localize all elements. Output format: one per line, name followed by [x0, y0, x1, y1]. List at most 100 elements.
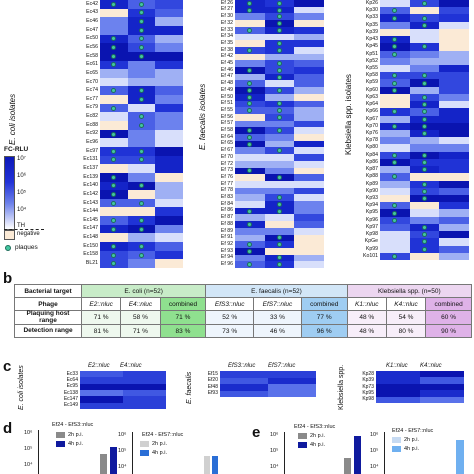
- heatmap-cell: [127, 164, 156, 174]
- d-legend-2h-swatch: [56, 432, 65, 438]
- plaque-marker: [422, 246, 427, 252]
- row-label: Kp88: [365, 173, 378, 180]
- heatmap-cell: [294, 73, 325, 81]
- row-label: Kp33: [365, 14, 378, 21]
- plaque-marker: [422, 44, 427, 50]
- table-cell: 58 %: [120, 310, 161, 325]
- plaque-marker: [277, 195, 282, 201]
- plaque-marker: [392, 152, 398, 158]
- e2-ytick-3: 10⁴: [370, 464, 379, 470]
- row-label: Ec140: [83, 182, 98, 189]
- row-label: Kp96: [365, 216, 378, 223]
- plaque-marker: [277, 242, 282, 248]
- row-label: Ec142: [83, 190, 98, 197]
- heatmap-cell: [439, 180, 470, 189]
- plaque-marker: [111, 1, 117, 7]
- heatmap-cell: [439, 137, 470, 145]
- plaque-marker: [247, 81, 253, 87]
- heatmap-cell: [235, 254, 265, 262]
- plaque-marker: [247, 101, 253, 107]
- plaque-marker: [247, 168, 253, 174]
- row-label: Ec77: [86, 95, 98, 102]
- heatmap-cell: [264, 80, 295, 88]
- row-label: Kp70: [365, 122, 378, 129]
- heatmap-cell: [235, 73, 265, 81]
- plaque-marker: [422, 188, 427, 194]
- heatmap-cell: [155, 51, 184, 61]
- plaque-marker: [277, 208, 282, 214]
- e2-bar-4h: [456, 440, 464, 474]
- row-label: Ef 92: [220, 240, 233, 247]
- plaque-marker: [422, 181, 427, 187]
- row-label: Kp87: [365, 166, 378, 173]
- plaque-marker: [392, 51, 398, 57]
- heatmap-cell: [439, 43, 470, 51]
- plaque-marker: [139, 217, 144, 223]
- plaque-marker: [422, 131, 427, 137]
- heatmap-cell: [235, 214, 265, 222]
- plaque-marker: [422, 232, 427, 238]
- e2-legend-4h-swatch: [392, 446, 401, 452]
- row-label: Kp84: [365, 151, 378, 158]
- heatmap-cell: [439, 144, 470, 152]
- heatmap-cell: [127, 69, 156, 79]
- heatmap-cell: [100, 95, 128, 105]
- heatmap-cell: [294, 127, 325, 135]
- e-ytick-3: 10⁴: [270, 464, 279, 470]
- d-bar-4h: [110, 447, 117, 474]
- heatmap-cell: [155, 216, 184, 226]
- plaque-marker: [111, 148, 117, 154]
- heatmap-cell: [376, 390, 421, 397]
- heatmap-cell: [380, 180, 410, 189]
- row-label: Kp51: [365, 50, 378, 57]
- plaquing-label: Plaquing host range: [14, 310, 82, 325]
- plaque-marker: [422, 73, 427, 79]
- heatmap-cell: [439, 166, 470, 174]
- heatmap-cell: [123, 377, 167, 384]
- heatmap-cell: [409, 36, 440, 44]
- heatmap-cell: [294, 0, 325, 7]
- heatmap-cell: [155, 69, 184, 79]
- row-label: Ef 51: [220, 100, 233, 107]
- heatmap-cell: [127, 60, 156, 70]
- row-label: Ec150: [83, 242, 98, 249]
- row-label: Ef 70: [220, 153, 233, 160]
- heatmap-cell: [376, 396, 421, 404]
- plaque-marker: [392, 253, 398, 259]
- plaque-marker: [111, 36, 117, 42]
- row-label: Ec145: [83, 216, 98, 223]
- heatmap-cell: [155, 86, 184, 96]
- plaque-marker: [392, 174, 398, 180]
- row-label: Ec88: [86, 121, 98, 128]
- fc-rlu-legend: FC-RLU 10⁷ 10⁶ 10⁵ 10⁴ TH negative plaqu…: [4, 146, 64, 266]
- heatmap-cell: [235, 147, 265, 155]
- heatmap-cell: [294, 113, 325, 121]
- row-label: Kp97: [365, 223, 378, 230]
- row-label: Kp98: [365, 231, 378, 238]
- plaque-marker: [392, 217, 398, 223]
- row-label: Ef 38: [220, 46, 233, 53]
- heatmap-cell: [380, 137, 410, 145]
- heatmap-cell: [100, 112, 128, 122]
- heatmap-cell: [220, 371, 269, 378]
- d2-ytick-1: 10⁶: [118, 432, 127, 438]
- heatmap-cell: [294, 40, 325, 48]
- row-label: Ec56: [86, 43, 98, 50]
- heatmap-cell: [155, 138, 184, 148]
- row-label: Ec149: [63, 402, 78, 409]
- plaque-marker: [392, 15, 398, 21]
- row-label: Ec143: [83, 199, 98, 206]
- heatmap-cell: [235, 13, 265, 21]
- plaque-marker: [247, 94, 253, 100]
- row-label: Ef 26: [220, 0, 233, 6]
- heatmap-cell: [294, 6, 325, 14]
- plaque-marker: [277, 20, 282, 26]
- heatmap-cell: [439, 50, 470, 59]
- plaque-marker: [422, 152, 427, 158]
- table-cell: 54 %: [385, 310, 427, 325]
- heatmap-cell: [268, 384, 317, 391]
- panel-b-letter: b: [3, 270, 13, 287]
- d2-bar-4h: [212, 456, 218, 474]
- d-legend-2h: 2h p.i.: [68, 432, 83, 438]
- heatmap-cell: [127, 172, 156, 182]
